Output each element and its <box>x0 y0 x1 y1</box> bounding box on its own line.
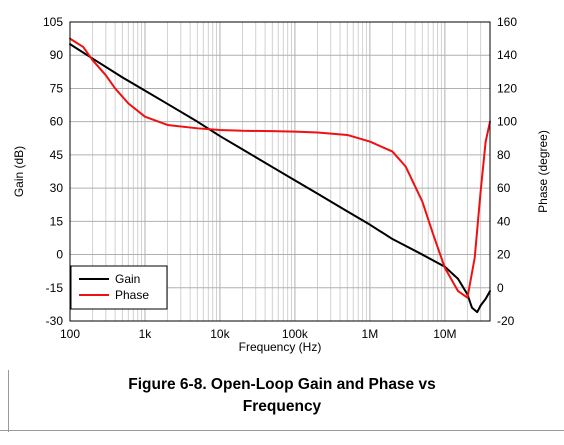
y-tick-label: 45 <box>50 148 64 162</box>
caption-line-1: Figure 6-8. Open-Loop Gain and Phase vs <box>128 376 436 393</box>
y-tick-label: -30 <box>46 314 64 328</box>
legend-label-phase: Phase <box>115 288 149 302</box>
y2-tick-label: 160 <box>497 15 517 29</box>
figure-caption: Figure 6-8. Open-Loop Gain and Phase vs … <box>40 374 524 418</box>
gain-phase-chart: 100 1k 10k 100k 1M 10M 105 90 75 60 45 30 15 0 -15 -30… <box>12 15 550 354</box>
plot-border <box>69 21 491 322</box>
y2-tick-label: 40 <box>497 214 511 228</box>
y-tick-label: 30 <box>50 181 64 195</box>
y-axis-title: Gain (dB) <box>12 146 26 197</box>
x-tick-label: 100k <box>282 327 309 341</box>
y-tick-label: 105 <box>43 15 63 29</box>
y-tick-label: 90 <box>50 48 64 62</box>
y-tick-label: 15 <box>50 214 64 228</box>
x-tick-label: 1M <box>362 327 379 341</box>
x-tick-label: 1k <box>139 327 153 341</box>
page-frame-bottom-rule <box>0 430 564 431</box>
legend-label-gain: Gain <box>115 272 140 286</box>
y2-tick-label: 80 <box>497 148 511 162</box>
x-tick-labels: 100 1k 10k 100k 1M 10M <box>60 327 457 341</box>
y2-tick-label: 0 <box>497 281 504 295</box>
y2-tick-label: 120 <box>497 81 517 95</box>
x-tick-label: 10k <box>210 327 230 341</box>
y-tick-label: 0 <box>56 248 63 262</box>
y2-tick-label: 20 <box>497 248 511 262</box>
y-tick-label: 75 <box>50 81 64 95</box>
y2-tick-label: 100 <box>497 115 517 129</box>
caption-line-2: Frequency <box>242 398 322 415</box>
legend-box <box>70 265 168 310</box>
legend: Gain Phase <box>70 265 168 310</box>
y-tick-label: -15 <box>46 281 64 295</box>
y2-tick-labels: 160 140 120 100 80 60 40 20 0 -20 <box>497 15 517 328</box>
x-axis-title: Frequency (Hz) <box>239 340 322 354</box>
y-tick-labels: 105 90 75 60 45 30 15 0 -15 -30 <box>43 15 63 328</box>
x-tick-label: 10M <box>433 327 456 341</box>
y-tick-label: 60 <box>50 115 64 129</box>
series-line-gain <box>69 43 491 314</box>
y2-tick-label: 60 <box>497 181 511 195</box>
y2-tick-label: -20 <box>497 314 515 328</box>
y2-tick-label: 140 <box>497 48 517 62</box>
series-line-phase <box>69 37 491 299</box>
x-tick-label: 100 <box>60 327 80 341</box>
series-layer <box>69 37 491 314</box>
y2-axis-title: Phase (degree) <box>536 130 550 213</box>
